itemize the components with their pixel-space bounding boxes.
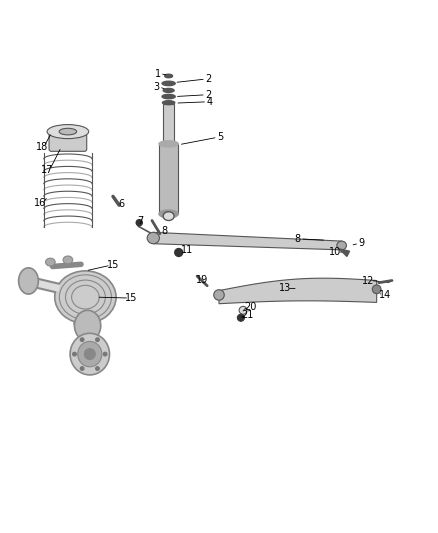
Ellipse shape	[73, 352, 76, 356]
Text: 21: 21	[242, 310, 254, 320]
Text: 6: 6	[119, 199, 125, 209]
Text: 18: 18	[35, 142, 48, 152]
Ellipse shape	[372, 285, 381, 294]
Ellipse shape	[63, 256, 73, 264]
Ellipse shape	[47, 125, 88, 139]
Ellipse shape	[175, 248, 183, 256]
Bar	[163, 104, 174, 144]
Ellipse shape	[162, 94, 175, 99]
Ellipse shape	[84, 349, 95, 360]
Ellipse shape	[80, 338, 84, 342]
Ellipse shape	[163, 88, 174, 92]
Ellipse shape	[159, 141, 178, 147]
Text: 10: 10	[329, 247, 341, 257]
Ellipse shape	[103, 352, 107, 356]
Text: 2: 2	[205, 74, 211, 84]
Ellipse shape	[70, 333, 110, 375]
Text: 15: 15	[107, 260, 119, 270]
Text: 13: 13	[279, 284, 291, 293]
Ellipse shape	[162, 101, 175, 104]
FancyBboxPatch shape	[49, 134, 87, 151]
Ellipse shape	[162, 81, 175, 86]
Text: 12: 12	[362, 276, 374, 286]
Text: 15: 15	[125, 293, 138, 303]
Ellipse shape	[165, 74, 173, 78]
Text: 4: 4	[206, 97, 212, 107]
Text: 9: 9	[358, 238, 364, 248]
Polygon shape	[153, 232, 342, 250]
Ellipse shape	[46, 258, 55, 266]
Ellipse shape	[95, 338, 99, 342]
Ellipse shape	[237, 314, 244, 321]
Ellipse shape	[147, 232, 159, 244]
Ellipse shape	[74, 310, 101, 341]
Ellipse shape	[18, 268, 39, 294]
Text: 2: 2	[205, 90, 211, 100]
Text: 5: 5	[217, 132, 223, 142]
Ellipse shape	[239, 306, 247, 314]
Text: 17: 17	[41, 165, 53, 175]
Text: 20: 20	[244, 302, 257, 312]
Bar	[159, 144, 178, 214]
Polygon shape	[219, 278, 377, 304]
Ellipse shape	[55, 271, 116, 324]
Text: 19: 19	[196, 274, 208, 285]
Text: 8: 8	[295, 234, 301, 244]
Text: 11: 11	[181, 245, 194, 255]
Text: 16: 16	[34, 198, 46, 208]
Ellipse shape	[80, 367, 84, 370]
Text: 7: 7	[137, 215, 143, 225]
Text: 3: 3	[154, 82, 160, 92]
Text: 8: 8	[161, 225, 167, 236]
Text: 14: 14	[379, 290, 392, 300]
Ellipse shape	[78, 342, 102, 367]
Ellipse shape	[214, 290, 224, 300]
Ellipse shape	[163, 212, 174, 221]
Ellipse shape	[95, 367, 99, 370]
Ellipse shape	[337, 241, 346, 250]
Text: 1: 1	[155, 69, 161, 79]
Ellipse shape	[136, 220, 142, 226]
Ellipse shape	[59, 128, 77, 135]
Polygon shape	[339, 249, 350, 256]
Ellipse shape	[159, 210, 178, 218]
